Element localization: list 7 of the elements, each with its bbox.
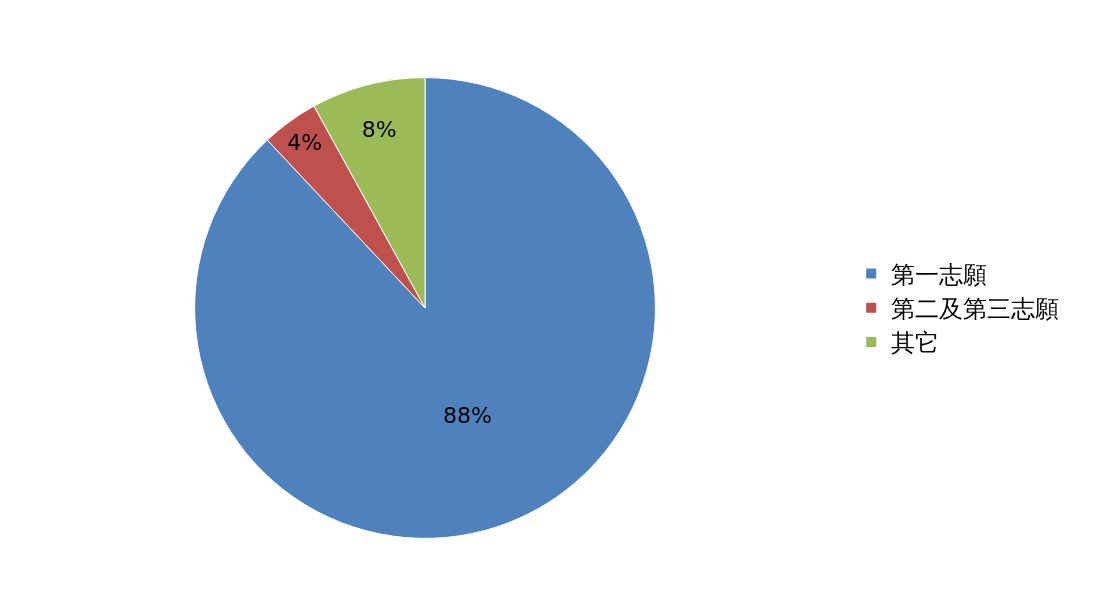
legend-label: 其它 [891,329,940,358]
data-label: 88% [442,402,492,428]
legend-label: 第一志願 [891,260,988,289]
pie-slice [194,77,656,539]
legend-label: 第二及第三志願 [891,295,1060,324]
data-label: 4% [287,129,323,155]
data-label: 8% [361,116,397,142]
